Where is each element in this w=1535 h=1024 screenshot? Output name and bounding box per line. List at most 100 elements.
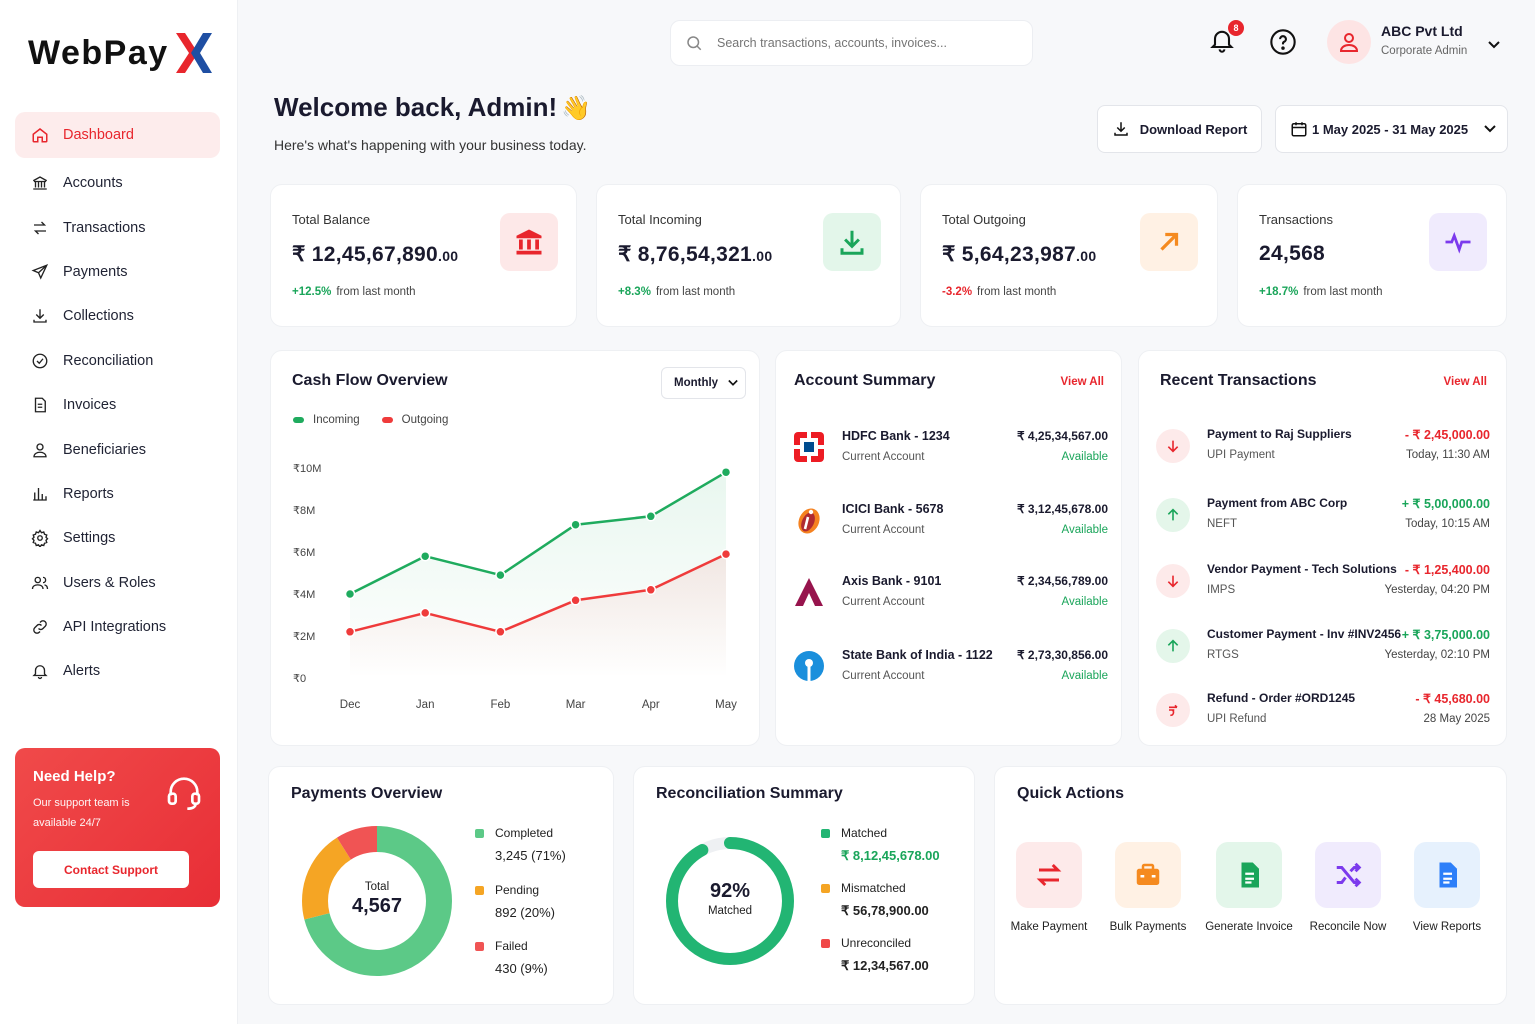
make-payment-button[interactable]: Make Payment	[1003, 842, 1095, 933]
stat-value: ₹ 5,64,23,987.00	[942, 243, 1097, 266]
bar-chart-icon	[31, 485, 49, 503]
stat-card-total-balance[interactable]: Total Balance ₹ 12,45,67,890.00 +12.5% fr…	[270, 184, 577, 327]
x-tick-label: Feb	[490, 699, 510, 711]
sidebar-item-settings[interactable]: Settings	[15, 516, 220, 560]
sidebar-item-invoices[interactable]: Invoices	[15, 383, 220, 427]
transaction-time: Today, 10:15 AM	[1405, 518, 1490, 530]
download-icon	[31, 307, 49, 325]
transaction-row[interactable]: Payment to Raj Suppliers UPI Payment - ₹…	[1156, 427, 1490, 471]
brand-logo[interactable]: WebPay	[28, 30, 213, 76]
home-icon	[31, 126, 49, 144]
data-point[interactable]	[419, 607, 431, 619]
account-row[interactable]: Axis Bank - 9101 Current Account ₹ 2,34,…	[793, 572, 1108, 616]
accounts-view-all-link[interactable]: View All	[1060, 376, 1104, 388]
download-report-label: Download Report	[1139, 121, 1248, 137]
account-row[interactable]: HDFC Bank - 1234 Current Account ₹ 4,25,…	[793, 427, 1108, 471]
stat-card-transactions[interactable]: Transactions 24,568 +18.7% from last mont…	[1237, 184, 1507, 327]
recent-transactions-title: Recent Transactions	[1160, 372, 1317, 389]
transaction-row[interactable]: Vendor Payment - Tech Solutions IMPS - ₹…	[1156, 562, 1490, 606]
user-name[interactable]: ABC Pvt Ltd	[1381, 23, 1463, 39]
sidebar-item-label: Reconciliation	[63, 352, 154, 369]
period-label: Monthly	[674, 377, 719, 389]
sidebar-item-accounts[interactable]: Accounts	[15, 161, 220, 205]
help-circle-icon[interactable]	[1269, 28, 1297, 61]
sidebar-item-label: Payments	[63, 263, 128, 280]
sidebar-item-users-roles[interactable]: Users & Roles	[15, 561, 220, 605]
reconciliation-title: Reconciliation Summary	[656, 785, 843, 802]
chevron-down-icon[interactable]	[1488, 37, 1500, 55]
chart-legend: Incoming Outgoing	[293, 414, 448, 426]
data-point[interactable]	[419, 550, 431, 562]
sidebar-item-label: Dashboard	[63, 127, 134, 143]
search-bar	[670, 20, 1033, 66]
stat-card-total-incoming[interactable]: Total Incoming ₹ 8,76,54,321.00 +8.3% fro…	[596, 184, 901, 327]
sidebar-item-alerts[interactable]: Alerts	[15, 649, 220, 693]
stat-change: +12.5% from last month	[292, 286, 416, 298]
period-dropdown[interactable]: Monthly	[661, 367, 746, 399]
account-row[interactable]: State Bank of India - 1122 Current Accou…	[793, 646, 1108, 690]
user-icon	[31, 441, 49, 459]
legend-matched: Matched ₹ 8,12,45,678.00	[821, 826, 940, 864]
x-tick-label: Jan	[416, 699, 435, 711]
data-point[interactable]	[495, 569, 506, 581]
stat-label: Transactions	[1259, 212, 1333, 227]
bank-icon	[500, 213, 558, 271]
account-name: Axis Bank - 9101	[842, 574, 942, 588]
transaction-method: UPI Payment	[1207, 449, 1275, 461]
transaction-amount: + ₹ 3,75,000.00	[1401, 628, 1490, 642]
y-tick-label: ₹0	[293, 673, 306, 685]
download-report-button[interactable]: Download Report	[1097, 105, 1262, 153]
data-point[interactable]	[645, 584, 657, 596]
account-name: HDFC Bank - 1234	[842, 429, 950, 443]
date-range-picker[interactable]: 1 May 2025 - 31 May 2025	[1275, 105, 1508, 153]
contact-support-button[interactable]: Contact Support	[33, 851, 189, 888]
sidebar-item-transactions[interactable]: Transactions	[15, 205, 220, 249]
pulse-icon	[1429, 213, 1487, 271]
search-input[interactable]	[717, 36, 1007, 50]
hdfc-logo-icon	[794, 432, 824, 462]
data-point[interactable]	[645, 511, 657, 522]
data-point[interactable]	[344, 626, 356, 638]
sidebar-item-beneficiaries[interactable]: Beneficiaries	[15, 427, 220, 471]
sidebar-item-reconciliation[interactable]: Reconciliation	[15, 339, 220, 383]
bulk-payments-button[interactable]: Bulk Payments	[1102, 842, 1194, 933]
data-point[interactable]	[495, 626, 506, 638]
percent-label: Matched	[707, 905, 753, 917]
sidebar-item-label: Settings	[63, 530, 116, 547]
data-point[interactable]	[720, 548, 732, 560]
total-label: Total	[364, 881, 390, 893]
stat-value: 24,568	[1259, 242, 1326, 265]
data-point[interactable]	[570, 519, 581, 530]
generate-invoice-button[interactable]: Generate Invoice	[1203, 842, 1295, 933]
sidebar-item-api-integrations[interactable]: API Integrations	[15, 605, 220, 649]
data-point[interactable]	[720, 466, 732, 478]
account-row[interactable]: ICICI Bank - 5678 Current Account ₹ 3,12…	[793, 500, 1108, 544]
quick-action-label: Generate Invoice	[1205, 921, 1293, 933]
view-reports-button[interactable]: View Reports	[1401, 842, 1493, 933]
y-tick-label: ₹4M	[293, 589, 315, 601]
stat-label: Total Balance	[292, 212, 371, 227]
donut-segment[interactable]	[302, 826, 452, 976]
legend-outgoing: Outgoing	[381, 414, 448, 426]
reconcile-now-button[interactable]: Reconcile Now	[1302, 842, 1394, 933]
notifications-bell-icon[interactable]	[1208, 26, 1236, 59]
stat-card-total-outgoing[interactable]: Total Outgoing ₹ 5,64,23,987.00 -3.2% fro…	[920, 184, 1218, 327]
transactions-view-all-link[interactable]: View All	[1443, 376, 1487, 388]
sidebar-item-payments[interactable]: Payments	[15, 250, 220, 294]
account-summary-card: Account Summary View All HDFC Bank - 123…	[775, 350, 1122, 746]
avatar[interactable]	[1327, 20, 1371, 64]
notification-badge: 8	[1228, 20, 1244, 36]
link-icon	[31, 618, 49, 636]
sidebar-item-collections[interactable]: Collections	[15, 294, 220, 338]
sidebar-item-reports[interactable]: Reports	[15, 472, 220, 516]
transaction-row[interactable]: Customer Payment - Inv #INV2456 RTGS + ₹…	[1156, 627, 1490, 671]
transaction-row[interactable]: Payment from ABC Corp NEFT + ₹ 5,00,000.…	[1156, 496, 1490, 540]
sidebar-item-label: Accounts	[63, 175, 123, 192]
sidebar-item-dashboard[interactable]: Dashboard	[15, 112, 220, 158]
donut-segment[interactable]	[302, 826, 452, 976]
transaction-row[interactable]: Refund - Order #ORD1245 UPI Refund - ₹ 4…	[1156, 691, 1490, 735]
data-point[interactable]	[344, 588, 356, 600]
data-point[interactable]	[570, 595, 581, 606]
x-tick-label: May	[715, 699, 737, 711]
user-role: Corporate Admin	[1381, 45, 1468, 57]
